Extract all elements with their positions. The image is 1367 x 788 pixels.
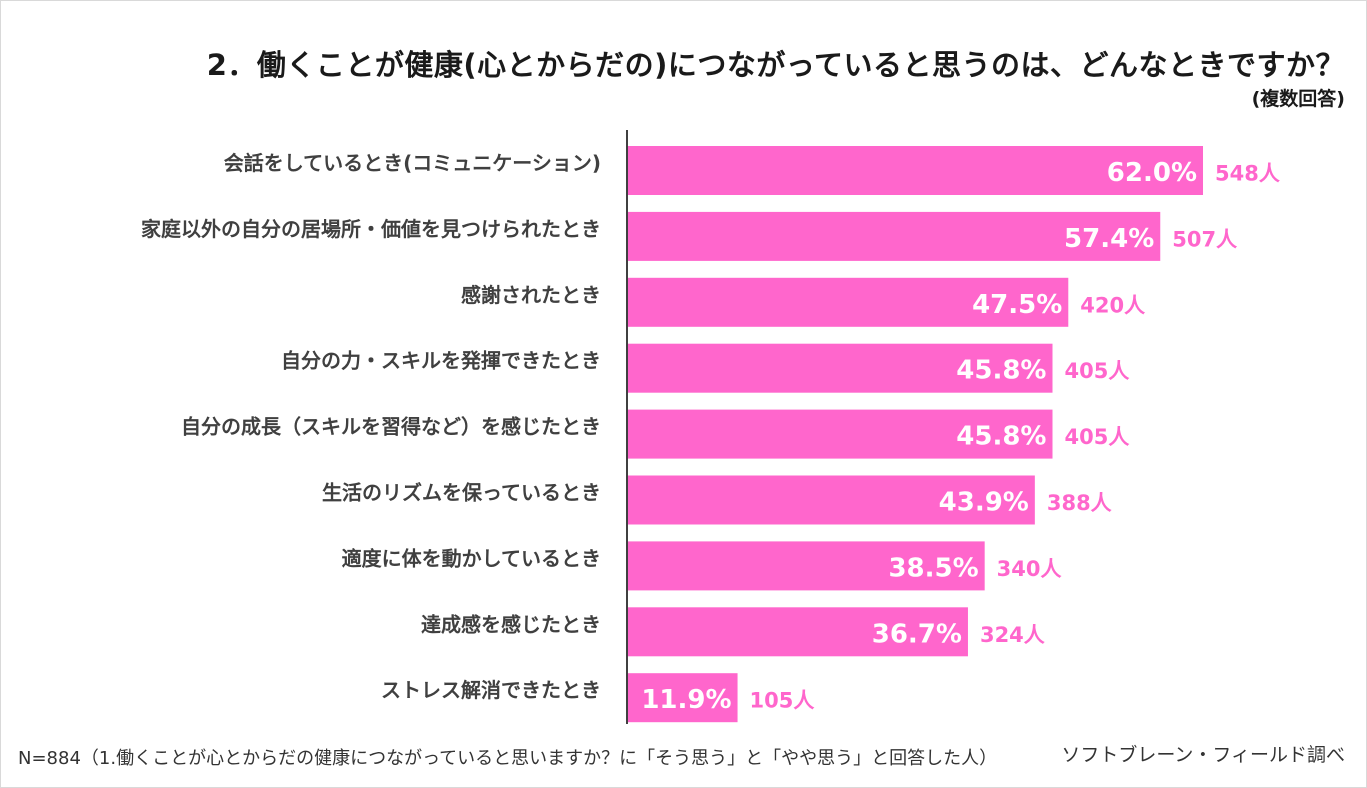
- count-label: 324人: [980, 623, 1045, 647]
- value-label: 45.8%: [956, 422, 1046, 452]
- bar: [627, 277, 1069, 327]
- count-label: 507人: [1172, 227, 1237, 251]
- category-label: 達成感を感じたとき: [421, 612, 601, 636]
- bar: [627, 475, 1035, 525]
- bar: [627, 541, 985, 591]
- count-label: 105人: [750, 689, 815, 713]
- value-label: 62.0%: [1107, 158, 1197, 188]
- category-label: 適度に体を動かしているとき: [342, 546, 601, 570]
- value-label: 11.9%: [641, 685, 731, 715]
- value-label: 57.4%: [1064, 224, 1154, 254]
- bar: [627, 607, 968, 657]
- value-label: 47.5%: [972, 290, 1062, 320]
- bar: [627, 343, 1053, 393]
- bar: [627, 673, 738, 723]
- category-label: 生活のリズムを保っているとき: [322, 481, 601, 505]
- count-label: 405人: [1064, 425, 1129, 449]
- count-label: 548人: [1215, 162, 1280, 186]
- category-label: 自分の力・スキルを発揮できたとき: [281, 349, 601, 373]
- category-label: 自分の成長（スキルを習得など）を感じたとき: [181, 415, 601, 439]
- count-label: 405人: [1064, 359, 1129, 383]
- category-label: 会話をしているとき(コミュニケーション): [224, 151, 601, 175]
- source-credit: ソフトブレーン・フィールド調べ: [1061, 744, 1345, 766]
- category-label: ストレス解消できたとき: [381, 678, 601, 702]
- bar: [627, 409, 1053, 459]
- count-label: 420人: [1080, 293, 1145, 317]
- bar: [627, 146, 1203, 195]
- chart-subtitle: (複数回答): [1251, 88, 1345, 110]
- value-label: 43.9%: [939, 488, 1029, 518]
- count-label: 340人: [997, 557, 1062, 581]
- count-label: 388人: [1047, 491, 1112, 515]
- value-label: 38.5%: [888, 553, 978, 583]
- value-label: 36.7%: [872, 619, 962, 649]
- footnote: N=884（1.働くことが心とからだの健康につながっていると思いますか？に「そう…: [18, 748, 998, 769]
- chart-title: 2．働くことが健康(心とからだの)につながっていると思うのは、どんなときですか？: [206, 48, 1345, 82]
- value-label: 45.8%: [956, 356, 1046, 386]
- bar: [627, 211, 1161, 261]
- category-label: 感謝されたとき: [461, 283, 601, 307]
- category-label: 家庭以外の自分の居場所・価値を見つけられたとき: [141, 217, 601, 241]
